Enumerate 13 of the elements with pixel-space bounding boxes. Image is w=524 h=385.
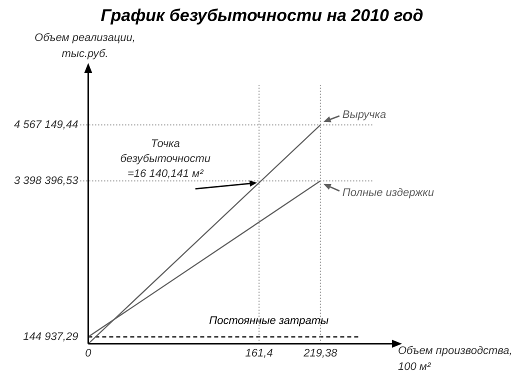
x-axis-title: Объем производства, 100 м²	[398, 344, 514, 375]
y-axis-title: Объем реализации, тыс.руб.	[34, 31, 136, 62]
legend-label: Выручка	[342, 108, 386, 121]
legend-label: Полные издержки	[342, 186, 434, 199]
annotation: Точка безубыточности =16 140,141 м²	[119, 136, 212, 182]
chart-title: График безубыточности на 2010 год	[100, 6, 424, 26]
x-tick-label: 219,38	[302, 347, 338, 360]
x-tick-label: 0	[85, 347, 92, 360]
y-tick-label: 144 937,29	[23, 330, 78, 343]
y-tick-label: 3 398 396,53	[14, 174, 80, 187]
series-label: Постоянные затраты	[209, 314, 329, 327]
x-tick-label: 161,4	[245, 347, 273, 360]
y-tick-label: 4 567 149,44	[14, 118, 78, 131]
